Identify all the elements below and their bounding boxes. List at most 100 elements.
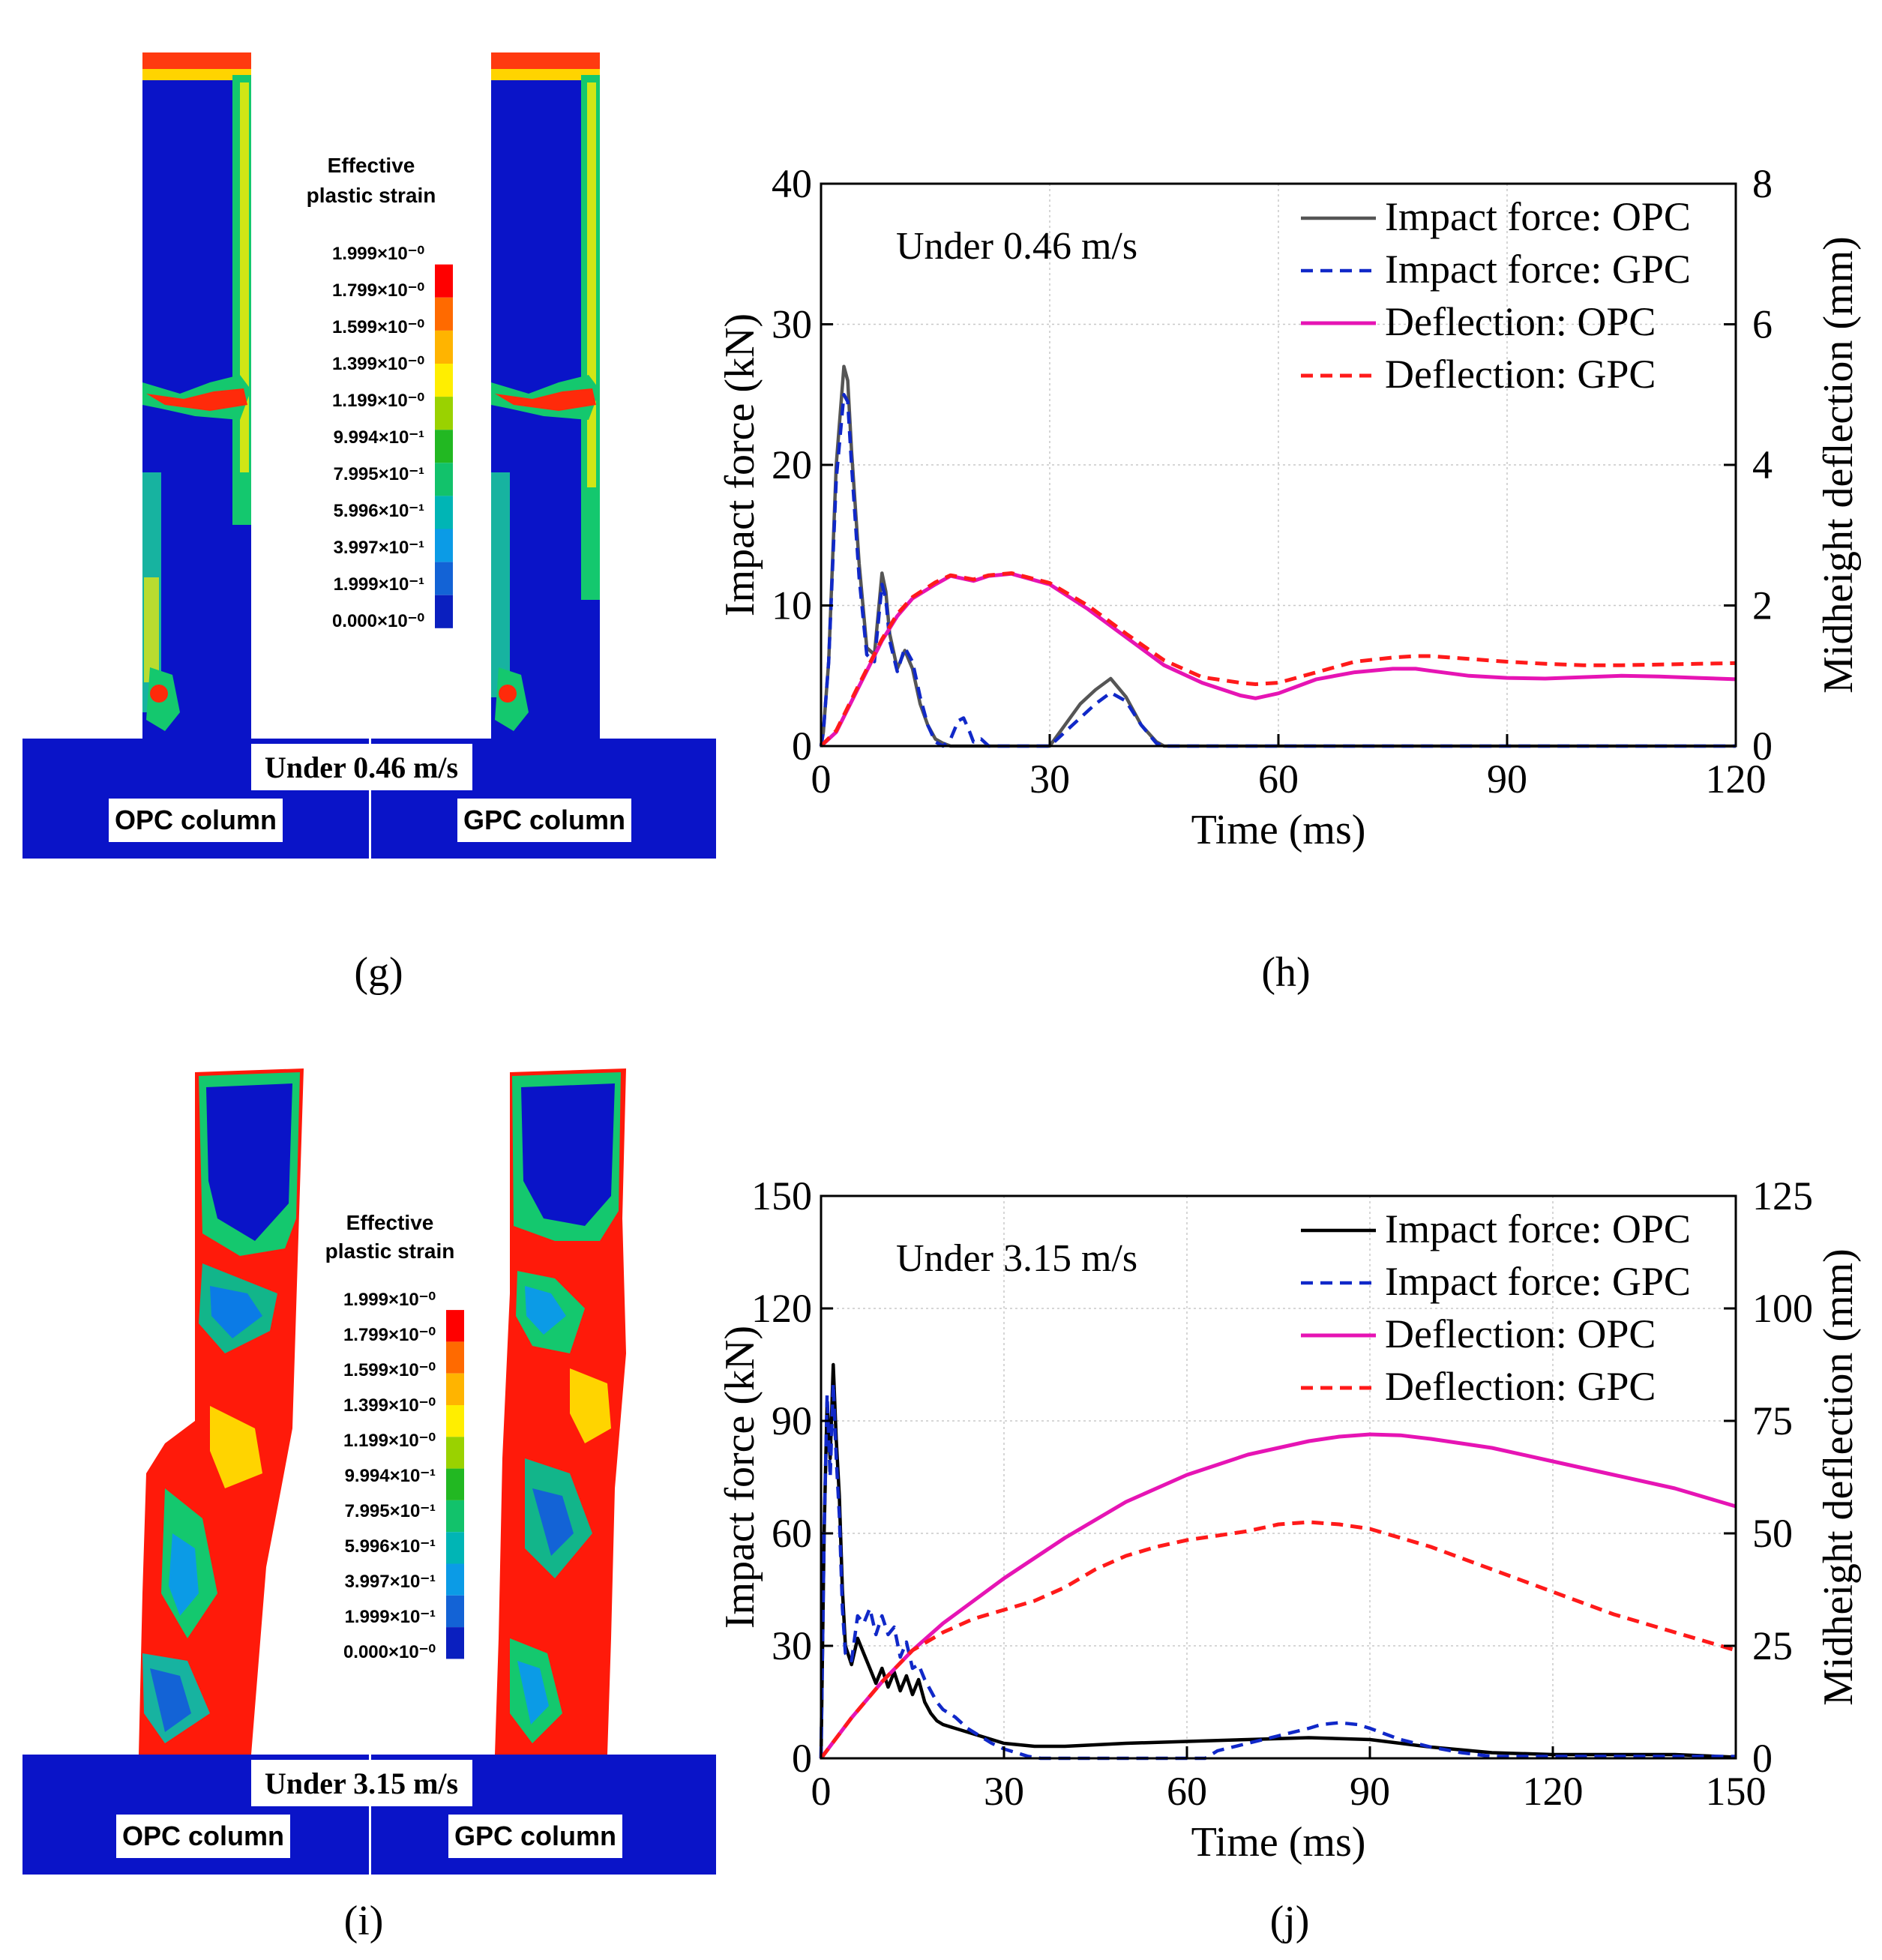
legend-label: Impact force: OPC xyxy=(1385,1206,1691,1251)
legend-swatch xyxy=(435,496,453,529)
y-tick-label: 90 xyxy=(772,1398,812,1443)
caption-h: (h) xyxy=(1261,949,1311,996)
legend-label: 1.999×10⁻⁰ xyxy=(343,1290,436,1310)
legend-label: 7.995×10⁻¹ xyxy=(345,1501,436,1521)
x-tick-label: 60 xyxy=(1258,757,1299,802)
caption-g: (g) xyxy=(354,949,403,996)
legend-swatch xyxy=(446,1468,464,1500)
y2-axis-label: Midheight deflection (mm) xyxy=(1815,1248,1862,1706)
legend-label: 7.995×10⁻¹ xyxy=(334,464,424,484)
series-line-impact-force-gpc xyxy=(819,1381,1736,1761)
legend-label: 1.999×10⁻⁰ xyxy=(332,244,424,264)
y-tick-label: 0 xyxy=(792,1736,812,1781)
legend-title-line1: Effective xyxy=(346,1211,434,1234)
x-tick-label: 0 xyxy=(811,1769,832,1814)
y2-tick-label: 2 xyxy=(1752,583,1773,628)
legend-swatch xyxy=(435,364,453,397)
series-line-impact-force-opc xyxy=(819,364,1736,748)
legend-swatch xyxy=(435,297,453,331)
legend-label: 1.599×10⁻⁰ xyxy=(343,1360,436,1380)
legend-label: 1.399×10⁻⁰ xyxy=(343,1395,436,1416)
legend-swatch xyxy=(435,264,453,298)
x-tick-label: 90 xyxy=(1350,1769,1390,1814)
legend-swatch xyxy=(446,1373,464,1405)
y-tick-label: 40 xyxy=(772,161,812,206)
legend-label: 1.199×10⁻⁰ xyxy=(343,1431,436,1451)
legend-label: 0.000×10⁻⁰ xyxy=(332,611,424,631)
legend-swatch xyxy=(446,1341,464,1374)
legend-label: 1.399×10⁻⁰ xyxy=(332,354,424,374)
legend-swatch xyxy=(435,595,453,628)
legend-swatch xyxy=(446,1310,464,1342)
legend-label: Deflection: OPC xyxy=(1385,299,1656,344)
y2-axis-label: Midheight deflection (mm) xyxy=(1815,236,1862,694)
legend-label: Deflection: GPC xyxy=(1385,352,1656,397)
y-tick-label: 60 xyxy=(772,1511,812,1556)
y-tick-label: 150 xyxy=(751,1173,812,1218)
legend-label: 9.994×10⁻¹ xyxy=(334,427,424,448)
y2-tick-label: 75 xyxy=(1752,1398,1793,1443)
legend-label: 1.999×10⁻¹ xyxy=(334,574,424,595)
gpc-column-label: GPC column xyxy=(454,1821,616,1851)
gpc-column-label: GPC column xyxy=(463,805,625,835)
y2-tick-label: 100 xyxy=(1752,1286,1813,1331)
legend-swatch xyxy=(446,1500,464,1533)
y-tick-label: 30 xyxy=(772,302,812,347)
legend-label: 5.996×10⁻¹ xyxy=(334,501,424,521)
opc-column-label: OPC column xyxy=(122,1821,284,1851)
legend-swatch xyxy=(446,1563,464,1596)
legend-label: Impact force: GPC xyxy=(1385,1259,1691,1304)
velocity-annotation: Under 0.46 m/s xyxy=(896,225,1137,268)
plot-frame xyxy=(820,1194,1737,1760)
y-tick-label: 120 xyxy=(751,1286,812,1331)
y-tick-label: 30 xyxy=(772,1623,812,1668)
series-line-deflection-opc xyxy=(820,1432,1737,1760)
legend-title-line2: plastic strain xyxy=(307,184,436,207)
x-tick-label: 30 xyxy=(1029,757,1070,802)
x-tick-label: 150 xyxy=(1706,1769,1767,1814)
strain-legend: 1.999×10⁻⁰ 1.799×10⁻⁰ 1.599×10⁻⁰ 1.399×10⁻⁰… xyxy=(332,244,453,631)
opc-column-label: OPC column xyxy=(115,805,277,835)
legend-label: Deflection: OPC xyxy=(1385,1311,1656,1356)
y2-tick-label: 50 xyxy=(1752,1511,1793,1556)
x-axis-label: Time (ms) xyxy=(1191,807,1366,853)
legend-swatch xyxy=(435,562,453,595)
legend-swatch xyxy=(446,1627,464,1659)
legend-swatch xyxy=(435,397,453,430)
y2-tick-label: 8 xyxy=(1752,161,1773,206)
panel-i-contour: Under 3.15 m/s OPC column GPC column Eff… xyxy=(22,1068,716,1875)
y2-tick-label: 4 xyxy=(1752,442,1773,487)
x-tick-label: 0 xyxy=(811,757,832,802)
caption-j: (j) xyxy=(1269,1898,1310,1944)
y2-tick-label: 0 xyxy=(1752,724,1773,769)
legend-swatch xyxy=(446,1532,464,1564)
y-tick-label: 20 xyxy=(772,442,812,487)
legend-label: 9.994×10⁻¹ xyxy=(345,1466,436,1486)
y-tick-label: 10 xyxy=(772,583,812,628)
series-line-impact-force-gpc xyxy=(819,393,1736,748)
legend-swatch xyxy=(446,1437,464,1469)
x-tick-label: 120 xyxy=(1523,1769,1584,1814)
series-line-deflection-gpc xyxy=(820,1520,1737,1760)
legend-swatch xyxy=(435,330,453,364)
legend-label: 0.000×10⁻⁰ xyxy=(343,1642,436,1662)
chart-j: 0 30 60 90 120 15003060901201500255075100125T… xyxy=(720,1173,1862,1866)
legend-label: Deflection: GPC xyxy=(1385,1364,1656,1409)
legend-title-line1: Effective xyxy=(328,154,415,177)
legend-label: 1.199×10⁻⁰ xyxy=(332,391,424,411)
x-tick-label: 30 xyxy=(984,1769,1024,1814)
legend-swatch xyxy=(435,463,453,496)
legend-label: 1.599×10⁻⁰ xyxy=(332,317,424,337)
legend-label: 1.999×10⁻¹ xyxy=(345,1607,436,1627)
strain-legend: 1.999×10⁻⁰ 1.799×10⁻⁰ 1.599×10⁻⁰ 1.399×10⁻⁰… xyxy=(343,1290,464,1662)
y2-tick-label: 0 xyxy=(1752,1736,1773,1781)
legend-label: 3.997×10⁻¹ xyxy=(345,1572,436,1592)
series-line-deflection-gpc xyxy=(820,571,1737,748)
legend-label: 1.799×10⁻⁰ xyxy=(332,280,424,301)
y2-tick-label: 125 xyxy=(1752,1173,1813,1218)
x-tick-label: 60 xyxy=(1167,1769,1207,1814)
legend-swatch xyxy=(435,430,453,463)
x-axis-label: Time (ms) xyxy=(1191,1819,1366,1866)
y2-tick-label: 25 xyxy=(1752,1623,1793,1668)
y-axis-label: Impact force (kN) xyxy=(720,313,763,616)
